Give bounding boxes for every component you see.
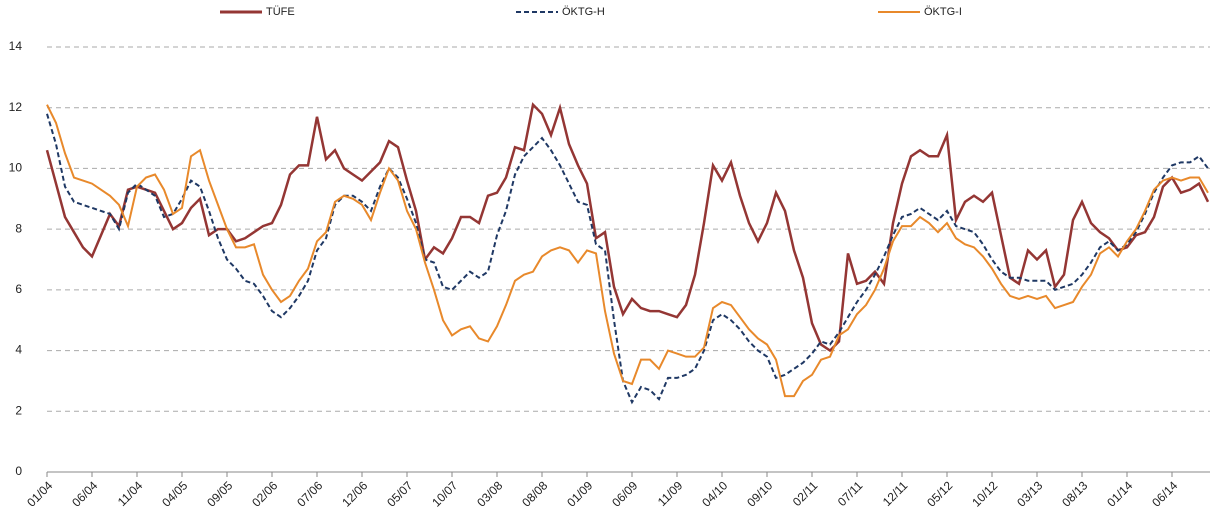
x-tick-label: 06/14: [1149, 478, 1180, 509]
x-tick-label: 08/08: [519, 478, 550, 509]
x-tick-label: 06/09: [609, 478, 640, 509]
x-tick-label: 05/07: [384, 478, 415, 509]
x-tick-label: 04/10: [699, 478, 730, 509]
x-tick-label: 04/05: [159, 478, 190, 509]
y-tick-label: 6: [15, 282, 22, 296]
x-tick-label: 01/14: [1104, 478, 1135, 509]
y-tick-label: 8: [15, 221, 22, 235]
x-tick-label: 02/11: [790, 478, 821, 509]
x-tick-label: 01/04: [24, 478, 55, 509]
x-tick-label: 07/06: [294, 478, 325, 509]
x-tick-label: 09/10: [744, 478, 775, 509]
x-tick-label: 10/12: [969, 478, 1000, 509]
legend-label: ÖKTG-I: [924, 6, 962, 18]
legend-label: ÖKTG-H: [562, 6, 605, 18]
x-tick-label: 05/12: [924, 478, 955, 509]
x-tick-label: 08/13: [1059, 478, 1090, 509]
series-line: [45, 102, 1210, 353]
y-tick-label: 4: [15, 343, 22, 357]
x-tick-label: 09/05: [204, 478, 235, 509]
y-tick-label: 2: [15, 403, 22, 417]
y-tick-label: 0: [15, 464, 22, 478]
x-tick-label: 07/11: [835, 478, 866, 509]
x-tick-label: 03/08: [474, 478, 505, 509]
x-tick-label: 11/09: [655, 478, 686, 509]
x-tick-label: 02/06: [249, 478, 280, 509]
x-tick-label: 01/09: [564, 478, 595, 509]
x-tick-label: 03/13: [1014, 478, 1045, 509]
x-tick-label: 06/04: [69, 478, 100, 509]
legend-label: TÜFE: [266, 6, 295, 18]
x-tick-label: 10/07: [429, 478, 460, 509]
x-tick-label: 12/11: [880, 478, 911, 509]
series-line: [46, 104, 1209, 398]
x-tick-label: 11/04: [115, 478, 146, 509]
y-tick-label: 12: [9, 100, 23, 114]
x-tick-label: 12/06: [339, 478, 370, 509]
y-tick-label: 10: [9, 161, 23, 175]
y-tick-label: 14: [9, 39, 23, 53]
